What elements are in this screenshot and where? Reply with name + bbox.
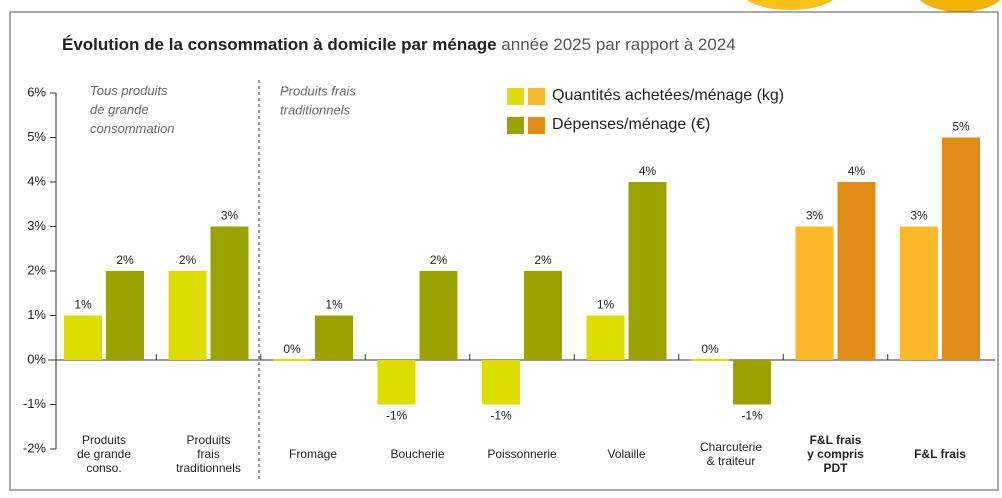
bar bbox=[377, 360, 416, 405]
bar bbox=[168, 271, 207, 360]
legend-swatch bbox=[507, 117, 524, 134]
value-label: 2% bbox=[116, 253, 134, 267]
bar bbox=[482, 360, 520, 405]
value-label: 3% bbox=[806, 209, 824, 223]
annotation: Produits frais traditionnels bbox=[280, 84, 356, 118]
bar bbox=[210, 226, 249, 360]
value-label: -1% bbox=[490, 409, 512, 423]
value-label: 0% bbox=[701, 342, 719, 356]
value-label: 5% bbox=[952, 120, 970, 134]
bar bbox=[942, 137, 980, 360]
annotation: Tous produits de grande consommation bbox=[90, 83, 175, 136]
value-label: 1% bbox=[325, 298, 343, 312]
value-label: 2% bbox=[179, 253, 197, 267]
y-tick-label: 6% bbox=[27, 84, 46, 99]
x-tick-label: F&L frais y compris PDT bbox=[807, 433, 864, 475]
bar bbox=[733, 360, 771, 405]
decoration bbox=[746, 0, 1001, 12]
value-label: 4% bbox=[639, 164, 657, 178]
y-tick-label: 4% bbox=[27, 173, 46, 188]
y-tick-label: 5% bbox=[27, 129, 46, 144]
x-tick-label: Fromage bbox=[289, 447, 337, 461]
value-label: 3% bbox=[221, 209, 239, 223]
value-label: 4% bbox=[848, 164, 866, 178]
chart-title: Évolution de la consommation à domicile … bbox=[62, 35, 736, 54]
legend-swatch bbox=[507, 88, 524, 105]
legend-swatch bbox=[528, 88, 545, 105]
legend-label: Quantités achetées/ménage (kg) bbox=[552, 87, 784, 104]
bar bbox=[273, 359, 311, 361]
bar bbox=[691, 359, 729, 361]
y-tick-label: -1% bbox=[23, 396, 47, 411]
x-tick-label: Volaille bbox=[607, 447, 645, 461]
x-tick-label: Charcuterie & traiteur bbox=[700, 440, 762, 468]
x-tick-label: Produits de grande conso. bbox=[77, 433, 131, 475]
bar bbox=[64, 315, 102, 360]
y-tick-label: -2% bbox=[23, 440, 47, 455]
bar bbox=[586, 315, 625, 360]
legend-label: Dépenses/ménage (€) bbox=[552, 116, 710, 133]
bar bbox=[419, 271, 458, 360]
bar bbox=[795, 226, 834, 360]
bar bbox=[837, 182, 876, 360]
y-tick-label: 1% bbox=[27, 307, 46, 322]
bar bbox=[524, 271, 562, 360]
frame bbox=[9, 11, 999, 491]
y-tick-label: 3% bbox=[27, 218, 46, 233]
bar bbox=[900, 226, 938, 360]
x-tick-label: Produits frais traditionnels bbox=[176, 433, 241, 475]
y-tick-label: 0% bbox=[27, 351, 46, 366]
value-label: 1% bbox=[597, 298, 615, 312]
bar bbox=[106, 271, 144, 360]
value-label: 0% bbox=[283, 342, 301, 356]
x-tick-label: F&L frais bbox=[914, 447, 966, 461]
bar bbox=[628, 182, 667, 360]
title: Évolution de la consommation à domicile … bbox=[62, 35, 497, 54]
value-label: 1% bbox=[74, 298, 92, 312]
x-tick-label: Boucherie bbox=[390, 447, 444, 461]
legend-swatch bbox=[528, 117, 545, 134]
x-tick-label: Poissonnerie bbox=[487, 447, 557, 461]
subtitle: année 2025 par rapport à 2024 bbox=[501, 35, 735, 54]
bar bbox=[315, 315, 353, 360]
value-label: 3% bbox=[910, 209, 928, 223]
value-label: 2% bbox=[430, 253, 448, 267]
y-tick-label: 2% bbox=[27, 262, 46, 277]
value-label: -1% bbox=[386, 409, 408, 423]
value-label: -1% bbox=[741, 409, 763, 423]
value-label: 2% bbox=[534, 253, 552, 267]
